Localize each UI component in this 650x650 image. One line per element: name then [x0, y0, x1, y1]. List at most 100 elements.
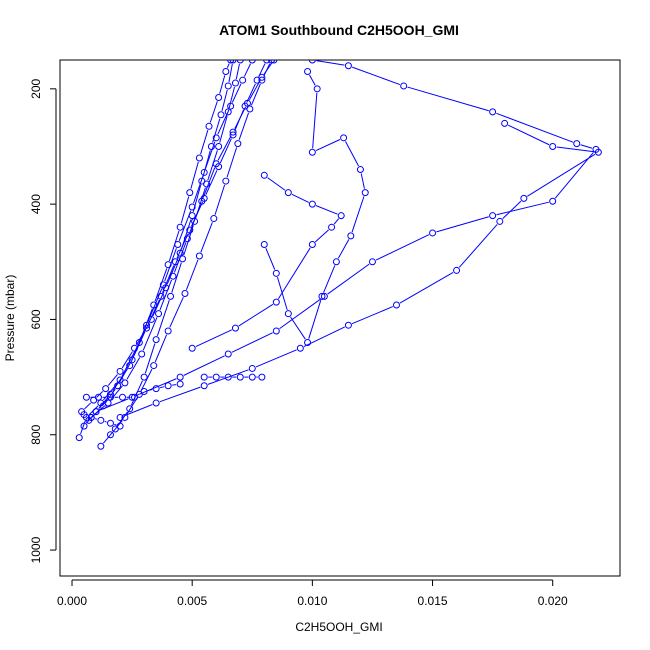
data-point [222, 68, 230, 76]
series-line-segment [168, 230, 180, 262]
x-tick-label: 0.000 [57, 594, 87, 608]
series-profile [85, 60, 271, 424]
series-line-segment [278, 247, 311, 300]
data-point [356, 166, 364, 174]
series-line-segment [136, 322, 150, 346]
series-line-segment [580, 144, 593, 149]
series-line-segment [217, 109, 230, 135]
series-line-segment [226, 147, 238, 178]
series-line-segment [323, 265, 336, 293]
data-point [210, 215, 218, 223]
series-line-segment [345, 141, 359, 167]
series-line-segment [290, 316, 306, 340]
series-line-segment [314, 229, 329, 243]
series-line-segment [219, 75, 226, 94]
series-line-segment [154, 268, 168, 302]
data-point [272, 327, 280, 335]
data-point [179, 255, 187, 263]
series-line-segment [407, 86, 489, 112]
series-line-segment [142, 317, 158, 351]
series-line-segment [159, 279, 172, 311]
data-point [164, 261, 172, 269]
series-line-segment [333, 218, 340, 225]
series-line-segment [351, 66, 401, 86]
series-line-segment [112, 420, 123, 432]
series-line-segment [212, 118, 221, 143]
series-line-segment [217, 135, 232, 161]
data-point [248, 373, 256, 381]
series-line-segment [508, 124, 550, 146]
series-line-segment [291, 193, 309, 203]
series-line-segment [135, 378, 177, 397]
data-point [116, 413, 124, 421]
data-point [236, 60, 244, 64]
series-line-segment [176, 233, 189, 259]
data-point [200, 194, 208, 202]
series-line-segment [527, 153, 596, 197]
series-profile [82, 393, 139, 401]
series-line-segment [190, 161, 199, 189]
data-point [195, 154, 203, 162]
data-point [260, 171, 268, 179]
series-line-segment [147, 299, 160, 325]
data-point [496, 217, 504, 225]
series-line-segment [119, 363, 131, 383]
series-line-segment [133, 331, 146, 357]
series-line-segment [238, 303, 274, 327]
data-point [176, 373, 184, 381]
data-point [118, 393, 126, 401]
series-line-segment [121, 351, 133, 369]
series-line-segment [159, 386, 165, 389]
series-line-segment [258, 63, 266, 77]
series-line-segment [209, 101, 218, 123]
data-point [344, 321, 352, 329]
data-point [212, 373, 220, 381]
x-tick-label: 0.005 [177, 594, 207, 608]
data-point [212, 134, 220, 142]
data-point [164, 382, 172, 390]
data-point [224, 82, 232, 90]
series-line-segment [200, 222, 213, 253]
data-point [368, 258, 376, 266]
series-line-segment [104, 421, 107, 423]
series-line-segment [267, 177, 286, 191]
series-line-segment [337, 239, 350, 259]
series-line-segment [180, 196, 190, 224]
data-point [308, 240, 316, 248]
series-line-segment [235, 63, 240, 80]
series-line-segment [309, 74, 316, 86]
series-line-segment [166, 256, 180, 285]
series-line-segment [219, 115, 228, 143]
series-line-segment [554, 152, 594, 199]
data-point [171, 258, 179, 266]
series-line-segment [152, 291, 165, 317]
series-line-segment [154, 334, 168, 363]
data-point [241, 102, 249, 110]
data-point [106, 431, 114, 439]
data-point [174, 240, 182, 248]
series-line-segment [279, 298, 322, 330]
x-tick-label: 0.010 [297, 594, 327, 608]
data-point [222, 177, 230, 185]
series-profile [78, 60, 237, 416]
data-point [308, 200, 316, 208]
series-line-segment [360, 173, 365, 189]
series-line-segment [308, 300, 322, 339]
data-point [164, 327, 172, 335]
series-line-segment [159, 386, 201, 403]
data-point [308, 148, 316, 156]
data-point [150, 362, 158, 370]
series-line-segment [172, 384, 177, 386]
data-point [258, 373, 266, 381]
data-point [224, 350, 232, 358]
series-line-segment [327, 263, 370, 295]
y-tick-label: 1000 [29, 536, 43, 563]
data-point [224, 108, 232, 116]
data-point [186, 226, 194, 234]
series-line-segment [238, 112, 250, 140]
data-point [102, 385, 110, 393]
data-point [126, 362, 134, 370]
data-point [167, 292, 175, 300]
data-point [520, 194, 528, 202]
